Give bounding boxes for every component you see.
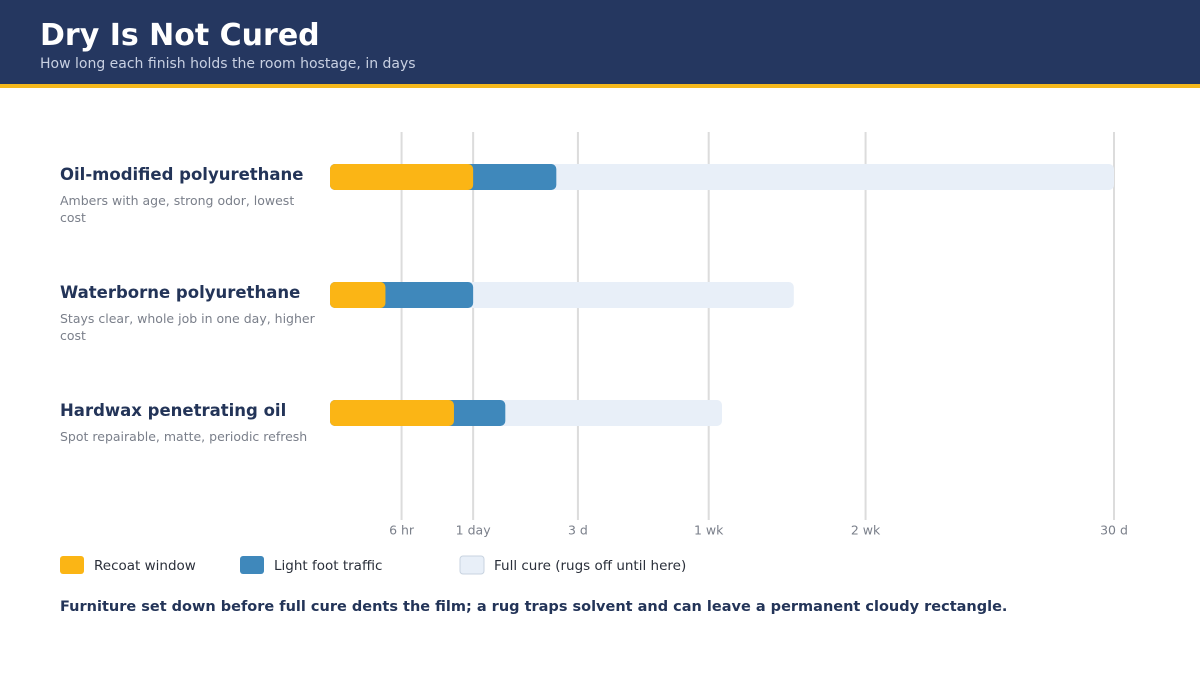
legend-label: Light foot traffic [274, 558, 382, 574]
subtitle: How long each finish holds the room host… [40, 56, 416, 72]
footnote: Furniture set down before full cure dent… [60, 599, 1008, 615]
category-label: Waterborne polyurethane [60, 283, 301, 302]
category: Hardwax penetrating oil Spot repairable, … [60, 401, 315, 445]
title: Dry Is Not Cured [40, 18, 320, 53]
x-tick-label: 3 d [568, 523, 588, 538]
category: Oil-modified polyurethane Ambers with age… [60, 165, 315, 226]
legend-label: Recoat window [94, 558, 196, 574]
legend-swatch [459, 555, 485, 575]
category-label: Hardwax penetrating oil [60, 401, 287, 420]
legend-swatch [60, 556, 84, 574]
x-tick-label: 6 hr [389, 523, 415, 538]
x-tick-label: 1 day [456, 523, 492, 538]
category-label: Oil-modified polyurethane [60, 165, 304, 184]
category-description: Spot repairable, matte, periodic refresh [60, 429, 308, 444]
x-tick-label: 30 d [1100, 523, 1128, 538]
category-description: Stays clear, whole job in one day, highe… [60, 311, 315, 343]
category-description: Ambers with age, strong odor, lowest cos… [60, 193, 295, 225]
header: Dry Is Not Cured How long each finish ho… [0, 0, 1200, 88]
x-tick-label: 1 wk [694, 523, 724, 538]
bar [330, 164, 474, 190]
bar [330, 400, 454, 426]
legend-label: Full cure (rugs off until here) [494, 558, 686, 574]
x-tick-label: 2 wk [851, 523, 881, 538]
category: Waterborne polyurethane Stays clear, whol… [60, 283, 315, 344]
legend-swatch [240, 556, 264, 574]
bar [330, 282, 386, 308]
